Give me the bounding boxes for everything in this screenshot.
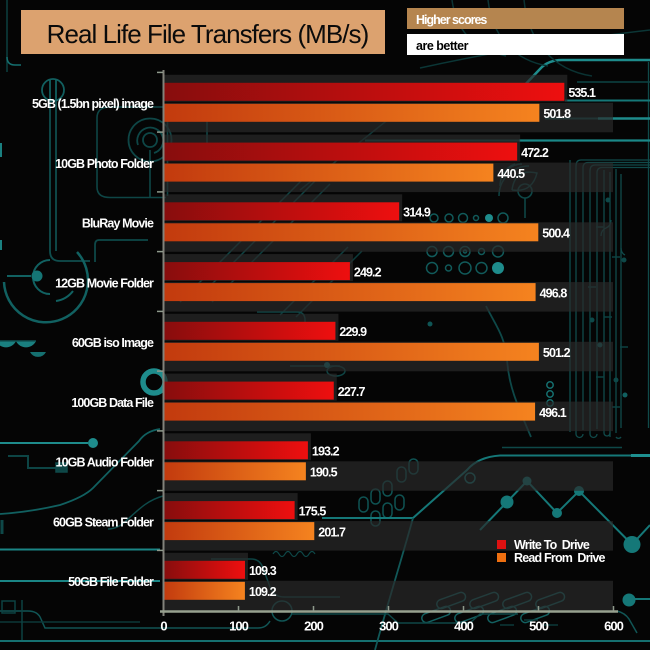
svg-text:440.5: 440.5 (497, 167, 525, 181)
svg-text:496.1: 496.1 (539, 406, 567, 420)
svg-text:Write To Drive: Write To Drive (514, 538, 590, 552)
svg-text:190.5: 190.5 (310, 466, 338, 480)
svg-text:5GB (1.5bn pixel) image: 5GB (1.5bn pixel) image (32, 97, 154, 111)
svg-text:496.8: 496.8 (540, 286, 568, 300)
svg-text:Real Life File Transfers (MB/s: Real Life File Transfers (MB/s) (47, 19, 369, 49)
svg-text:12GB Movie Folder: 12GB Movie Folder (55, 276, 154, 290)
svg-text:10GB Audio Folder: 10GB Audio Folder (56, 456, 154, 470)
svg-text:201.7: 201.7 (318, 525, 346, 539)
svg-text:175.5: 175.5 (299, 504, 327, 518)
svg-text:300: 300 (379, 619, 398, 634)
svg-text:60GB Steam Folder: 60GB Steam Folder (53, 515, 154, 529)
svg-text:Higher scores: Higher scores (416, 13, 487, 27)
svg-text:200: 200 (304, 619, 323, 634)
svg-text:227.7: 227.7 (338, 385, 366, 399)
svg-text:249.2: 249.2 (354, 265, 382, 279)
svg-text:500: 500 (529, 619, 548, 634)
svg-text:500.4: 500.4 (542, 227, 570, 241)
svg-text:10GB Photo Folder: 10GB Photo Folder (55, 157, 154, 171)
svg-text:501.2: 501.2 (543, 346, 571, 360)
svg-text:100: 100 (229, 619, 248, 634)
svg-text:535.1: 535.1 (568, 86, 596, 100)
svg-text:100GB Data File: 100GB Data File (71, 396, 154, 410)
svg-text:472.2: 472.2 (521, 146, 549, 160)
svg-text:109.2: 109.2 (249, 585, 277, 599)
svg-text:229.9: 229.9 (339, 325, 367, 339)
svg-text:109.3: 109.3 (249, 564, 277, 578)
svg-text:50GB File Folder: 50GB File Folder (68, 575, 154, 589)
svg-text:600: 600 (604, 619, 623, 634)
svg-text:0: 0 (160, 619, 167, 634)
svg-text:501.8: 501.8 (543, 107, 571, 121)
svg-text:Read From Drive: Read From Drive (514, 551, 606, 565)
svg-text:314.9: 314.9 (403, 206, 431, 220)
svg-text:are better: are better (416, 39, 469, 53)
svg-text:193.2: 193.2 (312, 445, 340, 459)
svg-text:60GB iso Image: 60GB iso Image (72, 336, 154, 350)
svg-text:400: 400 (454, 619, 473, 634)
svg-text:BluRay Movie: BluRay Movie (82, 217, 154, 231)
